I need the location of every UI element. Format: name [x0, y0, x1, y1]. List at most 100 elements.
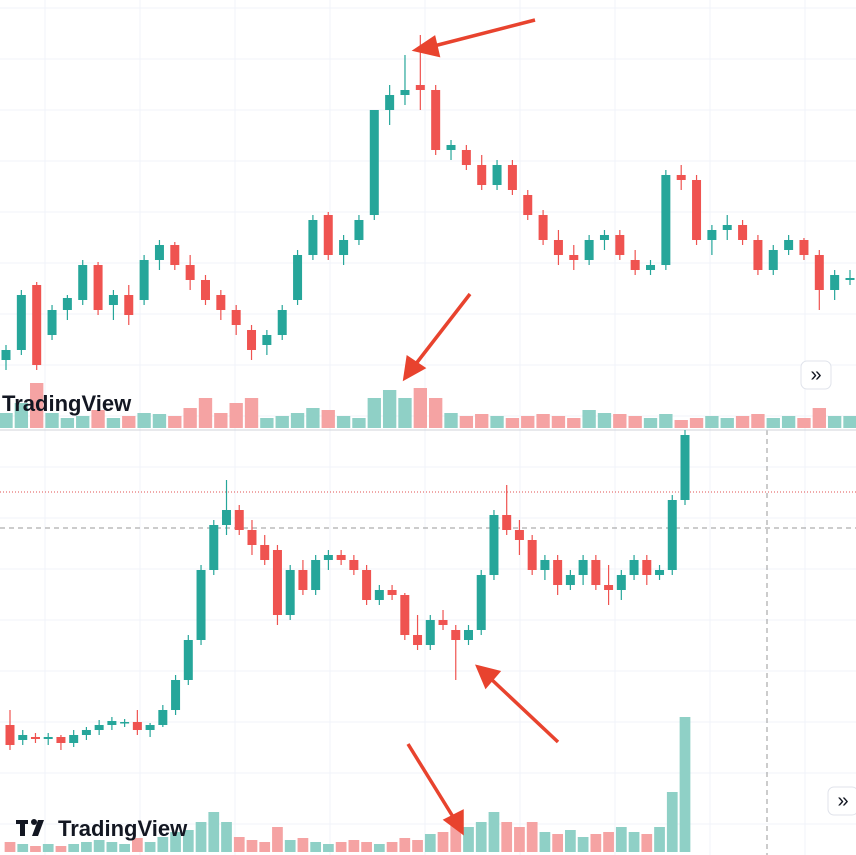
candle-body [753, 240, 763, 270]
volume-bar [137, 413, 151, 428]
volume-bar [106, 842, 118, 852]
candle-body [145, 725, 155, 730]
candle-body [69, 735, 79, 743]
candle-body [413, 635, 423, 645]
candle-body [616, 575, 626, 590]
volume-bar [643, 418, 658, 428]
scroll-button[interactable] [827, 786, 856, 816]
scroll-button[interactable] [800, 360, 832, 390]
candle-body [451, 630, 461, 640]
candle-body [308, 220, 318, 255]
candle-body [209, 525, 219, 570]
volume-bar [335, 842, 347, 852]
candle-body [425, 620, 435, 645]
volume-bar [551, 416, 566, 428]
candle-body [170, 245, 180, 265]
volume-bar [613, 414, 627, 428]
watermark: TradingView [58, 816, 188, 841]
volume-bar [501, 822, 513, 852]
candle-body [247, 330, 257, 350]
candle-body [553, 560, 563, 585]
volume-bar [674, 420, 688, 428]
candle-body [523, 195, 533, 215]
volume-bar [689, 418, 704, 428]
candle-body [93, 265, 103, 310]
candle-body [5, 725, 15, 745]
scroll-button-label[interactable]: » [810, 364, 821, 386]
volume-bar [679, 717, 691, 852]
volume-bar [735, 416, 750, 428]
volume-bar [367, 398, 381, 428]
volume-bar [659, 414, 673, 428]
candle-body [387, 590, 397, 595]
candle-body [830, 275, 840, 290]
candle-body [538, 215, 548, 240]
candle-body [124, 295, 134, 315]
candle-body [676, 175, 686, 180]
volume-bar [14, 403, 29, 428]
candle-body [661, 175, 671, 265]
candle-body [108, 295, 118, 305]
volume-bar [843, 416, 856, 428]
candle-body [507, 165, 517, 190]
volume-bar [81, 842, 92, 852]
candle-body [362, 570, 372, 600]
volume-bar [565, 830, 576, 852]
candle-body [584, 240, 594, 260]
volume-bar [195, 822, 207, 852]
candle-body [814, 255, 824, 290]
volume-bar [119, 844, 130, 852]
volume-bar [424, 834, 436, 852]
volume-bar [208, 812, 220, 852]
candle-body [154, 245, 164, 260]
volume-bar [597, 413, 612, 428]
volume-bar [336, 416, 351, 428]
volume-bar [475, 822, 487, 852]
volume-bar [654, 827, 665, 852]
scroll-button-label[interactable]: » [837, 790, 848, 812]
volume-bar [413, 388, 427, 428]
volume-bar [229, 403, 243, 428]
candle-body [30, 737, 40, 739]
volume-bar [398, 398, 412, 428]
volume-bar [539, 832, 551, 852]
candle-body [183, 640, 193, 680]
volume-bar [399, 838, 411, 852]
volume-bar [297, 838, 309, 852]
volume-bar [521, 416, 535, 428]
candle-body [158, 710, 168, 725]
candle-body [655, 570, 665, 575]
volume-bar [76, 416, 90, 428]
volume-bar [170, 832, 181, 852]
volume-bar [42, 844, 54, 852]
volume-bar [246, 840, 258, 852]
candle-body [231, 310, 241, 325]
volume-bar [91, 410, 105, 428]
candle-body [476, 575, 486, 630]
volume-bar [603, 832, 614, 852]
candle-body [799, 240, 809, 255]
volume-bar [221, 822, 232, 852]
volume-bar [55, 846, 67, 852]
candle-body [323, 215, 333, 255]
volume-bar [182, 830, 194, 852]
marks [0, 35, 856, 852]
volume-bar [310, 842, 322, 852]
candle-body [272, 550, 282, 615]
candle-body [323, 555, 333, 560]
candle-body [438, 620, 448, 625]
volume-bar [437, 832, 449, 852]
volume-bar [272, 827, 283, 852]
volume-bar [30, 383, 44, 428]
volume-bar [284, 840, 296, 852]
volume-bar [628, 416, 642, 428]
candle-body [667, 500, 677, 570]
volume-bar [168, 416, 182, 428]
candle-body [43, 737, 53, 739]
volume-bar [60, 418, 75, 428]
volume-bar [30, 846, 41, 852]
candle-body [81, 730, 91, 735]
volume-bar [352, 418, 366, 428]
candle-body [540, 560, 550, 570]
candle-body [120, 722, 130, 724]
